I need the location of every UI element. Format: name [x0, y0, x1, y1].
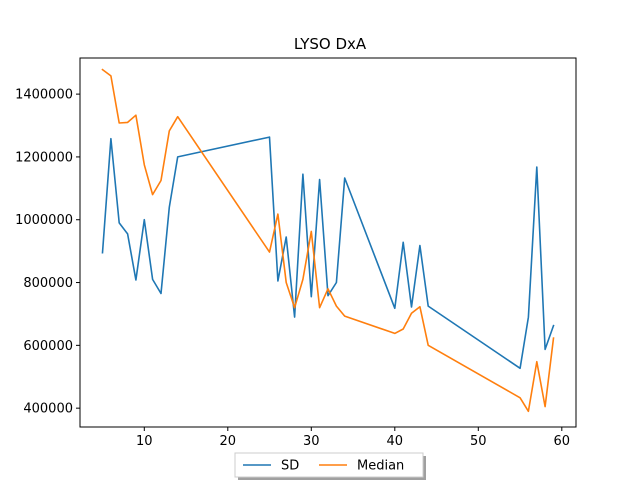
legend: SD Median [234, 452, 426, 480]
axes: 10 20 30 40 50 60 400000 600000 800000 1000000 120… [15, 57, 577, 449]
x-tick-label-4: 50 [470, 434, 487, 449]
y-tick-label-3: 1000000 [15, 213, 73, 228]
x-tick-label-2: 30 [303, 434, 320, 449]
x-tick-label-5: 60 [554, 434, 571, 449]
y-tick-label-4: 1200000 [15, 150, 73, 165]
x-tick-label-1: 20 [220, 434, 237, 449]
y-tick-label-5: 1400000 [15, 88, 73, 103]
axes-frame [79, 57, 577, 428]
plot-area [101, 68, 555, 413]
legend-label-1: Median [357, 459, 404, 474]
series-line-0 [101, 136, 555, 370]
series-line-1 [101, 68, 555, 413]
y-tick-label-2: 800000 [23, 276, 73, 291]
y-tick-label-1: 600000 [23, 339, 73, 354]
x-tick-label-3: 40 [387, 434, 404, 449]
legend-label-0: SD [281, 459, 299, 474]
chart-title: LYSO DxA [294, 35, 367, 53]
x-tick-label-0: 10 [136, 434, 153, 449]
y-tick-label-0: 400000 [23, 402, 73, 417]
